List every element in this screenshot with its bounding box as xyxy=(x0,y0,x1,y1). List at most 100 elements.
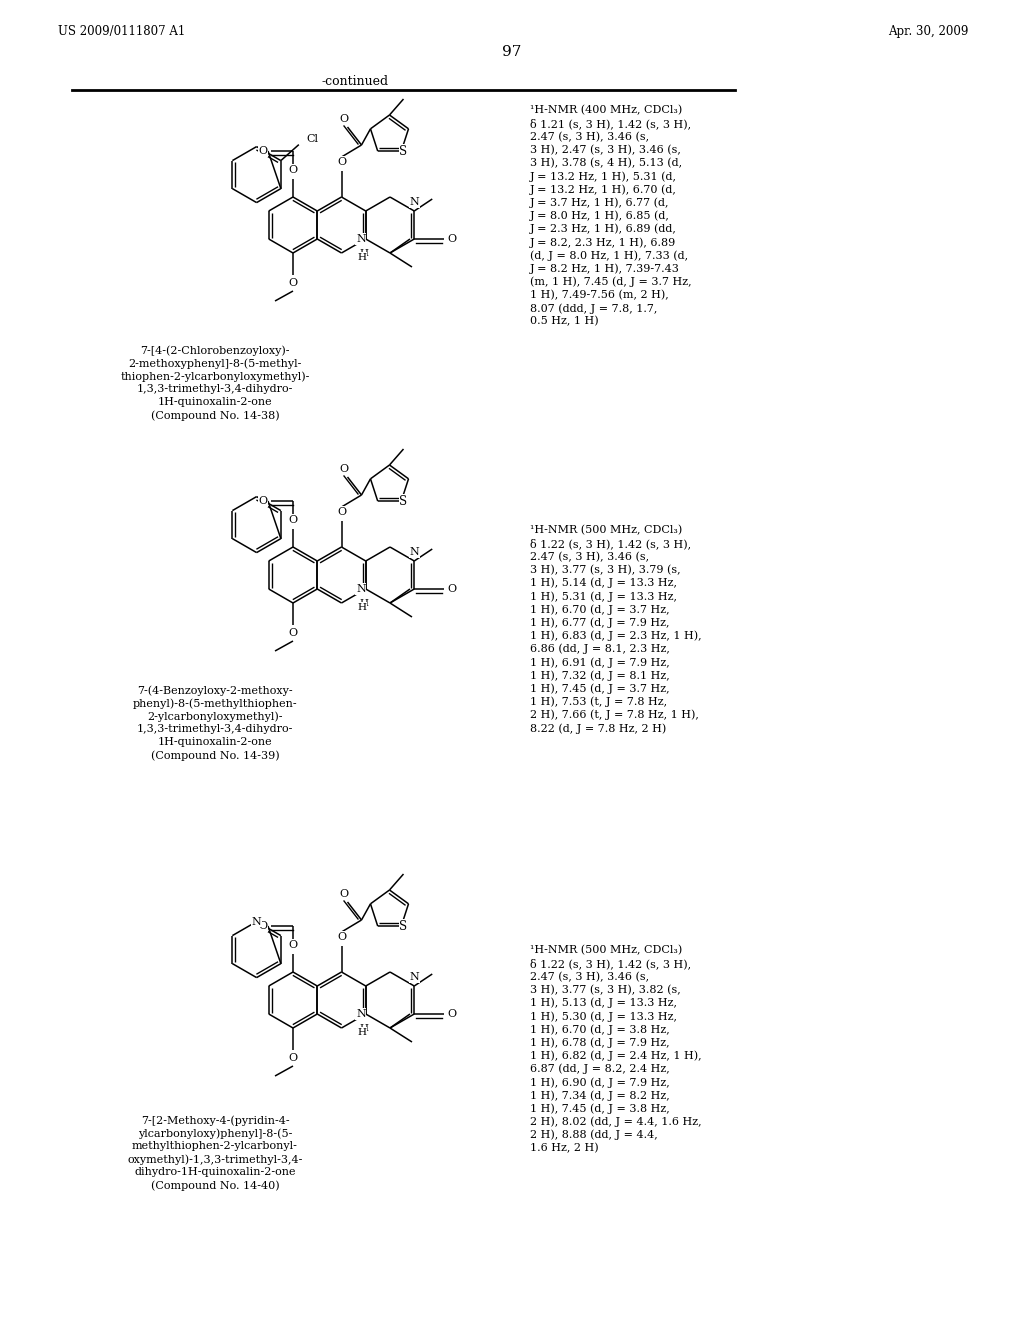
Text: US 2009/0111807 A1: US 2009/0111807 A1 xyxy=(58,25,185,38)
Text: 1H-quinoxalin-2-one: 1H-quinoxalin-2-one xyxy=(158,397,272,407)
Text: O: O xyxy=(258,921,267,931)
Text: 1 H), 6.90 (d, J = 7.9 Hz,: 1 H), 6.90 (d, J = 7.9 Hz, xyxy=(530,1077,670,1088)
Text: H: H xyxy=(357,603,367,612)
Text: ¹H-NMR (500 MHz, CDCl₃): ¹H-NMR (500 MHz, CDCl₃) xyxy=(530,525,682,536)
Text: N: N xyxy=(356,234,366,244)
Text: 3 H), 3.77 (s, 3 H), 3.82 (s,: 3 H), 3.77 (s, 3 H), 3.82 (s, xyxy=(530,985,681,995)
Text: dihydro-1H-quinoxalin-2-one: dihydro-1H-quinoxalin-2-one xyxy=(134,1167,296,1177)
Text: 1 H), 5.14 (d, J = 13.3 Hz,: 1 H), 5.14 (d, J = 13.3 Hz, xyxy=(530,578,677,589)
Text: 97: 97 xyxy=(503,45,521,59)
Text: 1 H), 7.49-7.56 (m, 2 H),: 1 H), 7.49-7.56 (m, 2 H), xyxy=(530,290,669,300)
Text: 1 H), 6.83 (d, J = 2.3 Hz, 1 H),: 1 H), 6.83 (d, J = 2.3 Hz, 1 H), xyxy=(530,631,701,642)
Text: 3 H), 2.47 (s, 3 H), 3.46 (s,: 3 H), 2.47 (s, 3 H), 3.46 (s, xyxy=(530,145,681,154)
Text: 0.5 Hz, 1 H): 0.5 Hz, 1 H) xyxy=(530,317,599,326)
Text: 1 H), 6.70 (d, J = 3.8 Hz,: 1 H), 6.70 (d, J = 3.8 Hz, xyxy=(530,1024,670,1035)
Text: 2.47 (s, 3 H), 3.46 (s,: 2.47 (s, 3 H), 3.46 (s, xyxy=(530,972,649,982)
Text: S: S xyxy=(399,145,408,157)
Text: O: O xyxy=(337,507,346,517)
Text: 1 H), 7.45 (d, J = 3.7 Hz,: 1 H), 7.45 (d, J = 3.7 Hz, xyxy=(530,684,670,694)
Text: O: O xyxy=(289,1053,298,1063)
Text: phenyl)-8-(5-methylthiophen-: phenyl)-8-(5-methylthiophen- xyxy=(133,698,297,709)
Text: O: O xyxy=(289,279,298,288)
Text: thiophen-2-ylcarbonyloxymethyl)-: thiophen-2-ylcarbonyloxymethyl)- xyxy=(120,371,309,381)
Text: 1 H), 5.31 (d, J = 13.3 Hz,: 1 H), 5.31 (d, J = 13.3 Hz, xyxy=(530,591,677,602)
Text: 7-[4-(2-Chlorobenzoyloxy)-: 7-[4-(2-Chlorobenzoyloxy)- xyxy=(140,345,290,355)
Text: 1,3,3-trimethyl-3,4-dihydro-: 1,3,3-trimethyl-3,4-dihydro- xyxy=(137,723,293,734)
Text: N: N xyxy=(252,916,261,927)
Text: O: O xyxy=(289,940,298,950)
Text: 3 H), 3.78 (s, 4 H), 5.13 (d,: 3 H), 3.78 (s, 4 H), 5.13 (d, xyxy=(530,158,682,168)
Text: 1 H), 6.78 (d, J = 7.9 Hz,: 1 H), 6.78 (d, J = 7.9 Hz, xyxy=(530,1038,670,1048)
Text: 1 H), 6.91 (d, J = 7.9 Hz,: 1 H), 6.91 (d, J = 7.9 Hz, xyxy=(530,657,670,668)
Text: H: H xyxy=(359,249,369,257)
Text: J = 8.2 Hz, 1 H), 7.39-7.43: J = 8.2 Hz, 1 H), 7.39-7.43 xyxy=(530,264,680,275)
Text: O: O xyxy=(289,165,298,176)
Text: H: H xyxy=(357,253,367,261)
Text: (m, 1 H), 7.45 (d, J = 3.7 Hz,: (m, 1 H), 7.45 (d, J = 3.7 Hz, xyxy=(530,277,691,288)
Text: (Compound No. 14-38): (Compound No. 14-38) xyxy=(151,411,280,421)
Text: 8.22 (d, J = 7.8 Hz, 2 H): 8.22 (d, J = 7.8 Hz, 2 H) xyxy=(530,723,667,734)
Text: 1 H), 6.77 (d, J = 7.9 Hz,: 1 H), 6.77 (d, J = 7.9 Hz, xyxy=(530,618,670,628)
Text: N: N xyxy=(410,546,419,557)
Text: δ 1.22 (s, 3 H), 1.42 (s, 3 H),: δ 1.22 (s, 3 H), 1.42 (s, 3 H), xyxy=(530,958,691,969)
Text: methylthiophen-2-ylcarbonyl-: methylthiophen-2-ylcarbonyl- xyxy=(132,1140,298,1151)
Text: O: O xyxy=(258,147,267,156)
Text: N: N xyxy=(356,1008,366,1019)
Text: 1 H), 7.53 (t, J = 7.8 Hz,: 1 H), 7.53 (t, J = 7.8 Hz, xyxy=(530,697,667,708)
Text: -continued: -continued xyxy=(322,75,388,88)
Text: J = 8.2, 2.3 Hz, 1 H), 6.89: J = 8.2, 2.3 Hz, 1 H), 6.89 xyxy=(530,238,676,248)
Text: 2 H), 8.02 (dd, J = 4.4, 1.6 Hz,: 2 H), 8.02 (dd, J = 4.4, 1.6 Hz, xyxy=(530,1117,701,1127)
Text: J = 2.3 Hz, 1 H), 6.89 (dd,: J = 2.3 Hz, 1 H), 6.89 (dd, xyxy=(530,224,677,235)
Text: 2-ylcarbonyloxymethyl)-: 2-ylcarbonyloxymethyl)- xyxy=(147,711,283,722)
Text: 6.87 (dd, J = 8.2, 2.4 Hz,: 6.87 (dd, J = 8.2, 2.4 Hz, xyxy=(530,1064,670,1074)
Text: O: O xyxy=(337,932,346,942)
Text: O: O xyxy=(447,1008,457,1019)
Text: J = 13.2 Hz, 1 H), 6.70 (d,: J = 13.2 Hz, 1 H), 6.70 (d, xyxy=(530,185,677,195)
Text: O: O xyxy=(447,583,457,594)
Text: J = 3.7 Hz, 1 H), 6.77 (d,: J = 3.7 Hz, 1 H), 6.77 (d, xyxy=(530,198,670,209)
Text: O: O xyxy=(339,888,348,899)
Text: 2-methoxyphenyl]-8-(5-methyl-: 2-methoxyphenyl]-8-(5-methyl- xyxy=(128,358,302,368)
Text: H: H xyxy=(359,1024,369,1034)
Text: O: O xyxy=(447,234,457,244)
Text: J = 8.0 Hz, 1 H), 6.85 (d,: J = 8.0 Hz, 1 H), 6.85 (d, xyxy=(530,211,670,222)
Text: Apr. 30, 2009: Apr. 30, 2009 xyxy=(888,25,968,38)
Text: 2.47 (s, 3 H), 3.46 (s,: 2.47 (s, 3 H), 3.46 (s, xyxy=(530,132,649,141)
Text: 8.07 (ddd, J = 7.8, 1.7,: 8.07 (ddd, J = 7.8, 1.7, xyxy=(530,304,657,314)
Text: N: N xyxy=(410,197,419,207)
Text: S: S xyxy=(399,920,408,933)
Text: ¹H-NMR (500 MHz, CDCl₃): ¹H-NMR (500 MHz, CDCl₃) xyxy=(530,945,682,956)
Text: O: O xyxy=(337,157,346,168)
Text: 6.86 (dd, J = 8.1, 2.3 Hz,: 6.86 (dd, J = 8.1, 2.3 Hz, xyxy=(530,644,670,655)
Text: Cl: Cl xyxy=(307,133,318,144)
Text: 7-(4-Benzoyloxy-2-methoxy-: 7-(4-Benzoyloxy-2-methoxy- xyxy=(137,685,293,696)
Text: N: N xyxy=(356,583,366,594)
Text: H: H xyxy=(357,1028,367,1038)
Text: δ 1.22 (s, 3 H), 1.42 (s, 3 H),: δ 1.22 (s, 3 H), 1.42 (s, 3 H), xyxy=(530,539,691,549)
Text: O: O xyxy=(258,496,267,506)
Text: O: O xyxy=(289,515,298,525)
Text: S: S xyxy=(399,495,408,508)
Text: 1 H), 7.45 (d, J = 3.8 Hz,: 1 H), 7.45 (d, J = 3.8 Hz, xyxy=(530,1104,670,1114)
Text: (Compound No. 14-40): (Compound No. 14-40) xyxy=(151,1180,280,1191)
Text: δ 1.21 (s, 3 H), 1.42 (s, 3 H),: δ 1.21 (s, 3 H), 1.42 (s, 3 H), xyxy=(530,119,691,129)
Text: O: O xyxy=(339,114,348,124)
Text: 2.47 (s, 3 H), 3.46 (s,: 2.47 (s, 3 H), 3.46 (s, xyxy=(530,552,649,562)
Text: J = 13.2 Hz, 1 H), 5.31 (d,: J = 13.2 Hz, 1 H), 5.31 (d, xyxy=(530,172,677,182)
Text: 1 H), 7.32 (d, J = 8.1 Hz,: 1 H), 7.32 (d, J = 8.1 Hz, xyxy=(530,671,670,681)
Text: 1,3,3-trimethyl-3,4-dihydro-: 1,3,3-trimethyl-3,4-dihydro- xyxy=(137,384,293,393)
Text: N: N xyxy=(410,972,419,982)
Text: 3 H), 3.77 (s, 3 H), 3.79 (s,: 3 H), 3.77 (s, 3 H), 3.79 (s, xyxy=(530,565,681,576)
Text: 2 H), 8.88 (dd, J = 4.4,: 2 H), 8.88 (dd, J = 4.4, xyxy=(530,1130,657,1140)
Text: 1 H), 6.82 (d, J = 2.4 Hz, 1 H),: 1 H), 6.82 (d, J = 2.4 Hz, 1 H), xyxy=(530,1051,701,1061)
Text: 7-[2-Methoxy-4-(pyridin-4-: 7-[2-Methoxy-4-(pyridin-4- xyxy=(140,1115,290,1126)
Text: 1 H), 5.13 (d, J = 13.3 Hz,: 1 H), 5.13 (d, J = 13.3 Hz, xyxy=(530,998,677,1008)
Text: oxymethyl)-1,3,3-trimethyl-3,4-: oxymethyl)-1,3,3-trimethyl-3,4- xyxy=(127,1154,303,1164)
Text: 1.6 Hz, 2 H): 1.6 Hz, 2 H) xyxy=(530,1143,599,1154)
Text: (d, J = 8.0 Hz, 1 H), 7.33 (d,: (d, J = 8.0 Hz, 1 H), 7.33 (d, xyxy=(530,251,688,261)
Text: H: H xyxy=(359,599,369,609)
Text: O: O xyxy=(289,628,298,638)
Text: O: O xyxy=(339,465,348,474)
Text: 1 H), 5.30 (d, J = 13.3 Hz,: 1 H), 5.30 (d, J = 13.3 Hz, xyxy=(530,1011,677,1022)
Text: 2 H), 7.66 (t, J = 7.8 Hz, 1 H),: 2 H), 7.66 (t, J = 7.8 Hz, 1 H), xyxy=(530,710,698,721)
